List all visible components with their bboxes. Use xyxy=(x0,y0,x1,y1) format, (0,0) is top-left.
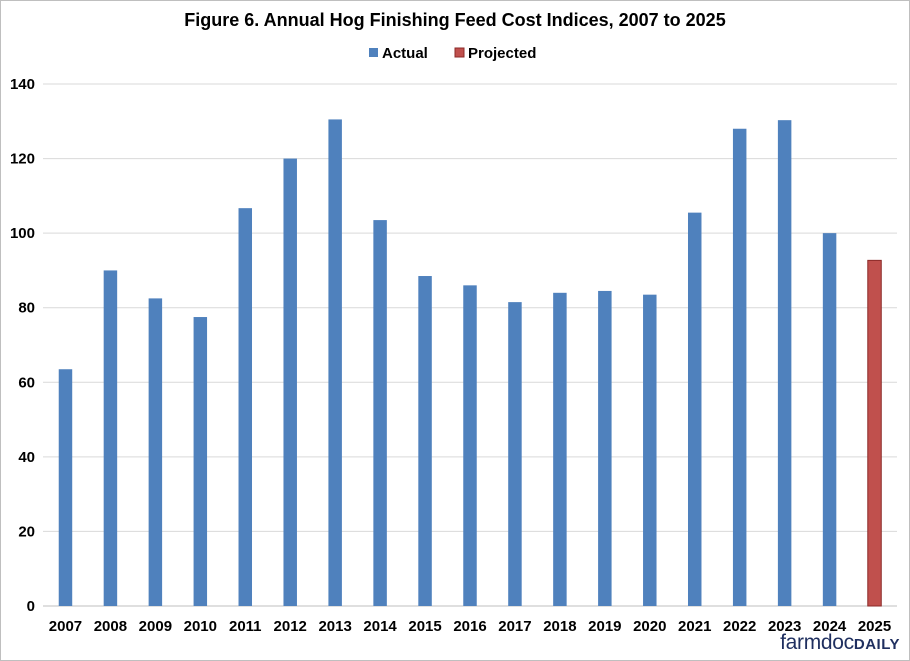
bar-2024 xyxy=(822,233,837,606)
bar-2016 xyxy=(463,285,477,606)
x-tick-label: 2025 xyxy=(858,618,891,635)
bar-2014 xyxy=(373,220,387,607)
y-tick-label: 0 xyxy=(27,598,35,615)
x-tick-label: 2023 xyxy=(768,618,801,635)
x-tick-label: 2019 xyxy=(588,618,621,635)
x-tick-label: 2017 xyxy=(498,618,531,635)
bar-2015 xyxy=(418,276,432,606)
x-tick-label: 2021 xyxy=(678,618,711,635)
x-tick-label: 2013 xyxy=(318,618,351,635)
bar-2017 xyxy=(508,302,522,606)
bar-2012 xyxy=(283,158,297,607)
x-tick-label: 2020 xyxy=(633,618,666,635)
x-axis: 2007 2008 2009 2010 2011 2012 2013 2014 2015 2016… xyxy=(49,618,891,635)
y-tick-label: 100 xyxy=(10,225,35,242)
y-axis: 0 20 40 60 80 100 120 140 xyxy=(10,76,35,615)
x-tick-label: 2009 xyxy=(139,618,172,635)
x-tick-label: 2011 xyxy=(229,618,262,635)
x-tick-label: 2015 xyxy=(408,618,441,635)
logo-daily: DAILY xyxy=(853,636,900,653)
y-tick-label: 140 xyxy=(10,76,35,93)
bar-2020 xyxy=(643,294,657,606)
legend: Actual Projected xyxy=(369,45,536,62)
x-tick-label: 2012 xyxy=(274,618,307,635)
y-tick-label: 120 xyxy=(10,151,35,168)
x-tick-label: 2007 xyxy=(49,618,82,635)
x-tick-label: 2008 xyxy=(94,618,127,635)
x-tick-label: 2016 xyxy=(453,618,486,635)
bar-2007 xyxy=(58,369,73,606)
legend-label-actual: Actual xyxy=(382,45,428,62)
bar-2018 xyxy=(553,292,567,606)
gridlines xyxy=(43,83,897,607)
logo-farmdoc: farmdoc xyxy=(780,631,854,654)
legend-swatch-actual xyxy=(369,48,378,57)
bar-2008 xyxy=(103,270,118,606)
bar-2013 xyxy=(328,119,342,607)
y-tick-label: 80 xyxy=(18,300,35,317)
legend-swatch-projected xyxy=(454,47,465,58)
bar-2022 xyxy=(732,128,747,606)
bars xyxy=(58,119,882,607)
y-tick-label: 60 xyxy=(18,374,35,391)
legend-label-projected: Projected xyxy=(468,45,536,62)
bar-2023 xyxy=(777,120,792,606)
bar-2021 xyxy=(687,212,702,606)
bar-2010 xyxy=(193,317,208,606)
bar-2009 xyxy=(148,298,163,606)
y-tick-label: 20 xyxy=(18,523,35,540)
farmdoc-daily-logo: farmdocDAILY xyxy=(780,631,900,655)
bar-2025 xyxy=(867,259,882,607)
x-tick-label: 2014 xyxy=(363,618,397,635)
x-tick-label: 2024 xyxy=(813,618,847,635)
x-tick-label: 2018 xyxy=(543,618,576,635)
bar-2019 xyxy=(598,290,612,606)
bar-2011 xyxy=(238,208,253,606)
y-tick-label: 40 xyxy=(18,449,35,466)
chart-title: Figure 6. Annual Hog Finishing Feed Cost… xyxy=(184,10,725,30)
x-tick-label: 2022 xyxy=(723,618,756,635)
x-tick-label: 2010 xyxy=(184,618,217,635)
